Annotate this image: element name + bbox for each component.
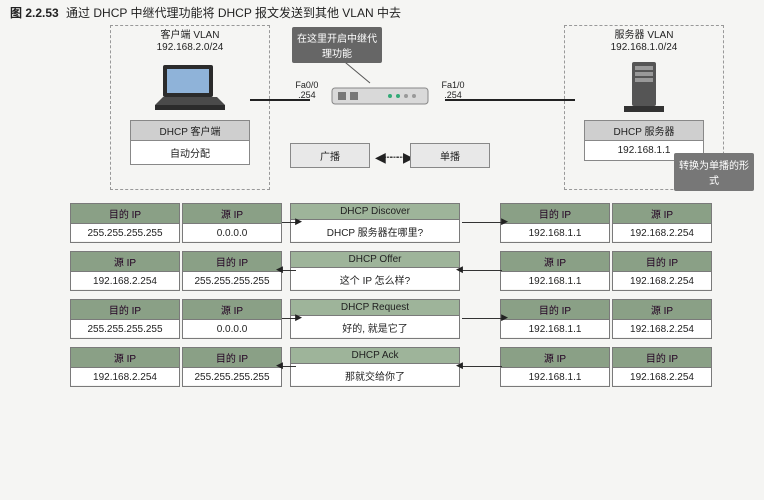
cell-header: 源 IP bbox=[501, 348, 609, 368]
dhcp-message: DHCP DiscoverDHCP 服务器在哪里? bbox=[290, 203, 460, 243]
client-vlan-box: 客户端 VLAN 192.168.2.0/24 DHCP 客户端 自动分配 bbox=[110, 25, 270, 190]
packet-row: 目的 IP255.255.255.255源 IP0.0.0.0目的 IP192.… bbox=[10, 299, 754, 343]
laptop-icon bbox=[145, 60, 235, 118]
cell-header: 目的 IP bbox=[501, 204, 609, 224]
cell-value: 255.255.255.255 bbox=[71, 320, 179, 337]
cell-value: 255.255.255.255 bbox=[183, 272, 281, 289]
cell-value: 192.168.1.1 bbox=[501, 368, 609, 385]
msg-text: 这个 IP 怎么样? bbox=[291, 268, 459, 289]
packet-cell: 目的 IP255.255.255.255 bbox=[70, 299, 180, 339]
msg-title: DHCP Offer bbox=[291, 252, 459, 268]
unicast-label: 单播 bbox=[410, 143, 490, 168]
packet-cell: 目的 IP192.168.2.254 bbox=[612, 251, 712, 291]
figure-caption: 通过 DHCP 中继代理功能将 DHCP 报文发送到其他 VLAN 中去 bbox=[66, 6, 401, 20]
packet-cell: 源 IP0.0.0.0 bbox=[182, 203, 282, 243]
cell-value: 192.168.2.254 bbox=[613, 368, 711, 385]
msg-title: DHCP Ack bbox=[291, 348, 459, 364]
cell-header: 目的 IP bbox=[613, 252, 711, 272]
cell-header: 源 IP bbox=[71, 348, 179, 368]
cell-value: 0.0.0.0 bbox=[183, 320, 281, 337]
packet-row: 目的 IP255.255.255.255源 IP0.0.0.0目的 IP192.… bbox=[10, 203, 754, 247]
broadcast-label: 广播 bbox=[290, 143, 370, 168]
cell-value: 192.168.2.254 bbox=[613, 320, 711, 337]
flow-arrow bbox=[282, 270, 296, 271]
cell-header: 源 IP bbox=[183, 204, 281, 224]
cell-value: 192.168.2.254 bbox=[613, 272, 711, 289]
cell-value: 192.168.2.254 bbox=[71, 368, 179, 385]
packet-cell: 目的 IP192.168.2.254 bbox=[612, 347, 712, 387]
packet-rows: 目的 IP255.255.255.255源 IP0.0.0.0目的 IP192.… bbox=[10, 203, 754, 391]
cell-value: 255.255.255.255 bbox=[183, 368, 281, 385]
msg-text: 好的, 就是它了 bbox=[291, 316, 459, 337]
flow-arrow bbox=[282, 366, 296, 367]
cell-header: 源 IP bbox=[183, 300, 281, 320]
figure-number: 图 2.2.53 bbox=[10, 6, 59, 20]
flow-arrow bbox=[462, 270, 502, 271]
packet-row: 源 IP192.168.2.254目的 IP255.255.255.255源 I… bbox=[10, 347, 754, 391]
cell-header: 目的 IP bbox=[501, 300, 609, 320]
cell-value: 255.255.255.255 bbox=[71, 224, 179, 241]
client-label-box: DHCP 客户端 自动分配 bbox=[130, 120, 250, 165]
cell-header: 源 IP bbox=[613, 204, 711, 224]
packet-row: 源 IP192.168.2.254目的 IP255.255.255.255源 I… bbox=[10, 251, 754, 295]
client-box-title: DHCP 客户端 bbox=[131, 121, 249, 141]
cell-header: 源 IP bbox=[501, 252, 609, 272]
client-box-value: 自动分配 bbox=[131, 141, 249, 164]
msg-text: 那就交给你了 bbox=[291, 364, 459, 385]
flow-arrow bbox=[462, 318, 502, 319]
msg-text: DHCP 服务器在哪里? bbox=[291, 220, 459, 241]
msg-title: DHCP Discover bbox=[291, 204, 459, 220]
client-vlan-cidr: 192.168.2.0/24 bbox=[121, 42, 259, 54]
relay-callout: 在这里开启中继代理功能 bbox=[292, 27, 382, 63]
packet-cell: 源 IP192.168.2.254 bbox=[70, 251, 180, 291]
flow-arrow bbox=[462, 366, 502, 367]
cell-value: 192.168.2.254 bbox=[71, 272, 179, 289]
router-icon bbox=[330, 80, 430, 110]
cell-value: 0.0.0.0 bbox=[183, 224, 281, 241]
cell-header: 目的 IP bbox=[183, 348, 281, 368]
packet-cell: 目的 IP255.255.255.255 bbox=[182, 347, 282, 387]
cell-header: 源 IP bbox=[613, 300, 711, 320]
client-vlan-title: 客户端 VLAN bbox=[121, 30, 259, 42]
packet-cell: 目的 IP255.255.255.255 bbox=[182, 251, 282, 291]
msg-title: DHCP Request bbox=[291, 300, 459, 316]
cell-value: 192.168.1.1 bbox=[501, 272, 609, 289]
topology-area: 客户端 VLAN 192.168.2.0/24 DHCP 客户端 自动分配 在这… bbox=[10, 25, 754, 195]
packet-cell: 目的 IP255.255.255.255 bbox=[70, 203, 180, 243]
flow-arrow bbox=[282, 222, 296, 223]
packet-cell: 源 IP192.168.2.254 bbox=[70, 347, 180, 387]
router-device: Fa0/0 .254 Fa1/0 .254 bbox=[280, 80, 480, 130]
packet-cell: 源 IP192.168.2.254 bbox=[612, 299, 712, 339]
dhcp-message: DHCP Request好的, 就是它了 bbox=[290, 299, 460, 339]
cell-value: 192.168.2.254 bbox=[613, 224, 711, 241]
cell-header: 目的 IP bbox=[71, 204, 179, 224]
server-vlan-cidr: 192.168.1.0/24 bbox=[575, 42, 713, 54]
cell-header: 目的 IP bbox=[183, 252, 281, 272]
cell-value: 192.168.1.1 bbox=[501, 224, 609, 241]
cell-value: 192.168.1.1 bbox=[501, 320, 609, 337]
packet-cell: 源 IP192.168.1.1 bbox=[500, 251, 610, 291]
packet-cell: 源 IP192.168.2.254 bbox=[612, 203, 712, 243]
packet-cell: 目的 IP192.168.1.1 bbox=[500, 299, 610, 339]
router-port-left: Fa0/0 .254 bbox=[287, 81, 327, 101]
cell-header: 目的 IP bbox=[71, 300, 179, 320]
server-vlan-title: 服务器 VLAN bbox=[575, 30, 713, 42]
router-port-right: Fa1/0 .254 bbox=[433, 81, 473, 101]
flow-arrow bbox=[462, 222, 502, 223]
dhcp-message: DHCP Offer这个 IP 怎么样? bbox=[290, 251, 460, 291]
dhcp-message: DHCP Ack那就交给你了 bbox=[290, 347, 460, 387]
packet-cell: 目的 IP192.168.1.1 bbox=[500, 203, 610, 243]
bidir-arrow-icon: ◀┄┄┄▶ bbox=[375, 149, 412, 166]
cell-header: 目的 IP bbox=[613, 348, 711, 368]
unicast-callout: 转换为单播的形式 bbox=[674, 153, 754, 191]
flow-arrow bbox=[282, 318, 296, 319]
cell-header: 源 IP bbox=[71, 252, 179, 272]
packet-cell: 源 IP192.168.1.1 bbox=[500, 347, 610, 387]
server-icon bbox=[614, 60, 674, 118]
packet-cell: 源 IP0.0.0.0 bbox=[182, 299, 282, 339]
server-box-title: DHCP 服务器 bbox=[585, 121, 703, 141]
figure-title: 图 2.2.53 通过 DHCP 中继代理功能将 DHCP 报文发送到其他 VL… bbox=[0, 0, 764, 25]
